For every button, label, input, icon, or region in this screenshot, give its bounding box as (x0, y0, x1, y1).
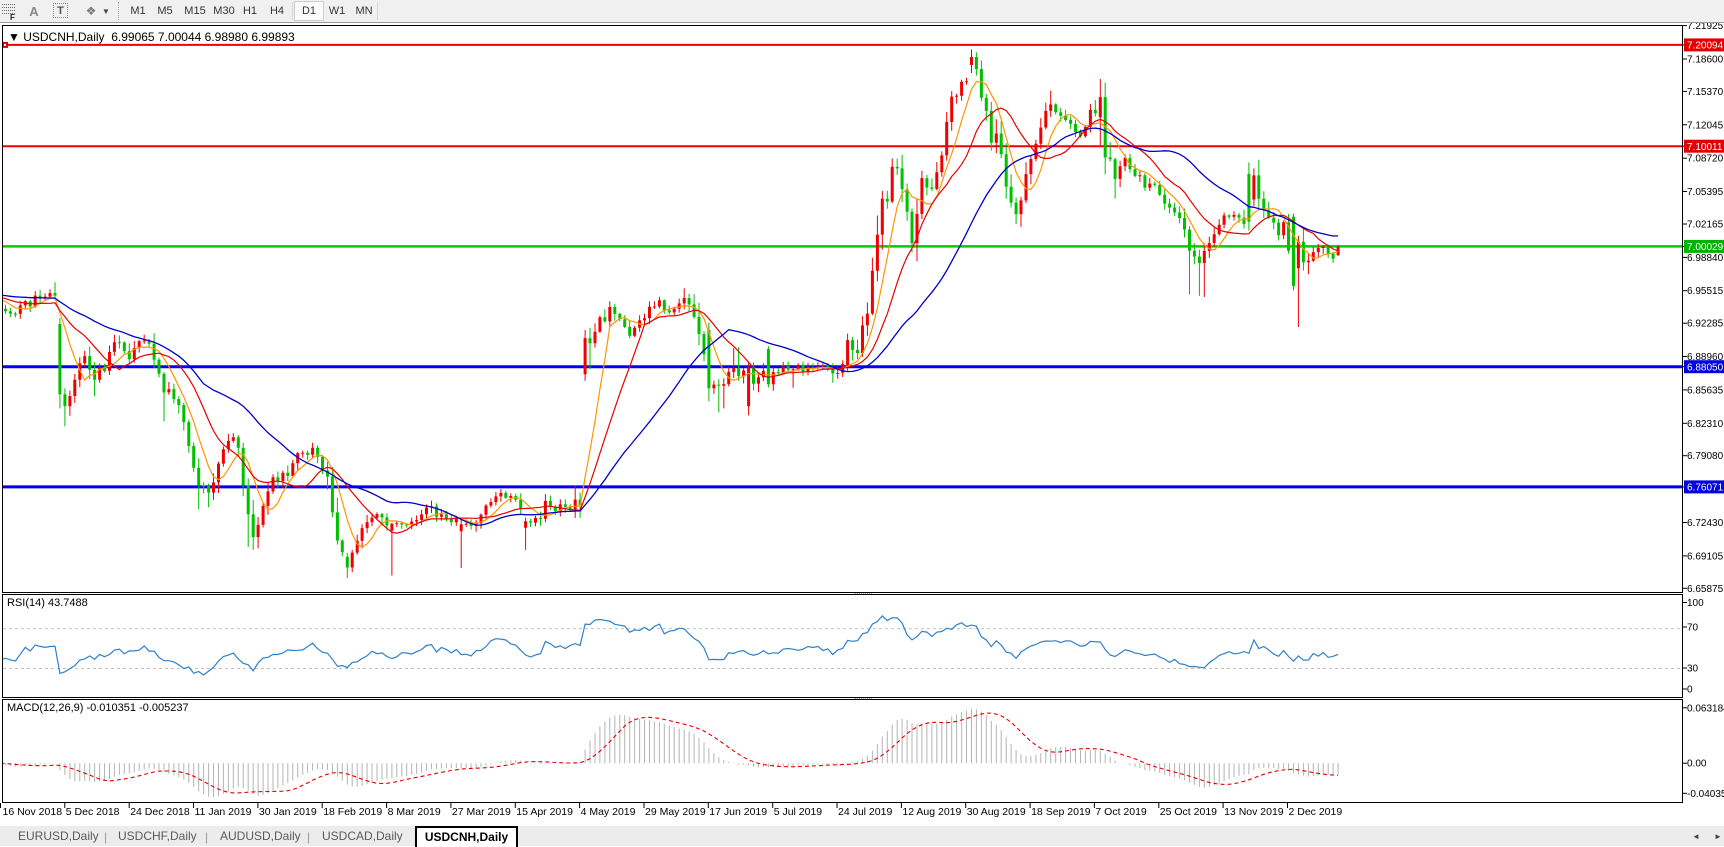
svg-text:4 May 2019: 4 May 2019 (581, 806, 636, 818)
svg-text:0.063184: 0.063184 (1687, 703, 1724, 714)
svg-text:13 Nov 2019: 13 Nov 2019 (1224, 806, 1284, 818)
svg-text:7.20094: 7.20094 (1687, 41, 1724, 52)
svg-text:6.88050: 6.88050 (1687, 363, 1724, 374)
svg-text:7.05395: 7.05395 (1687, 187, 1724, 198)
svg-text:6.92285: 6.92285 (1687, 319, 1724, 330)
svg-text:30 Jan 2019: 30 Jan 2019 (259, 806, 317, 818)
svg-text:11 Jan 2019: 11 Jan 2019 (195, 806, 252, 818)
svg-text:17 Jun 2019: 17 Jun 2019 (709, 806, 767, 818)
svg-text:7.10011: 7.10011 (1687, 142, 1723, 153)
svg-text:30 Aug 2019: 30 Aug 2019 (967, 806, 1026, 818)
svg-text:25 Oct 2019: 25 Oct 2019 (1160, 806, 1217, 818)
svg-text:6.69105: 6.69105 (1687, 551, 1724, 562)
svg-text:6.72430: 6.72430 (1687, 518, 1724, 529)
svg-text:6.76071: 6.76071 (1687, 483, 1724, 494)
svg-text:12 Aug 2019: 12 Aug 2019 (902, 806, 961, 818)
svg-text:6.65875: 6.65875 (1687, 584, 1724, 595)
svg-text:6.82310: 6.82310 (1687, 419, 1724, 430)
svg-text:7.21925: 7.21925 (1687, 21, 1724, 32)
svg-text:0.00: 0.00 (1687, 759, 1707, 770)
svg-text:7.08720: 7.08720 (1687, 154, 1724, 165)
svg-text:2 Dec 2019: 2 Dec 2019 (1289, 806, 1343, 818)
svg-text:6.85635: 6.85635 (1687, 385, 1724, 396)
svg-text:24 Dec 2018: 24 Dec 2018 (130, 806, 190, 818)
svg-text:7.15370: 7.15370 (1687, 87, 1724, 98)
svg-text:100: 100 (1687, 598, 1704, 609)
svg-text:6.98840: 6.98840 (1687, 253, 1724, 264)
svg-text:7.00029: 7.00029 (1687, 242, 1724, 253)
svg-text:-0.040355: -0.040355 (1687, 789, 1724, 800)
svg-text:7.12045: 7.12045 (1687, 120, 1724, 131)
svg-text:7.02165: 7.02165 (1687, 220, 1724, 231)
svg-text:6.95515: 6.95515 (1687, 286, 1724, 297)
svg-text:70: 70 (1687, 623, 1699, 634)
svg-text:18 Feb 2019: 18 Feb 2019 (323, 806, 382, 818)
svg-text:5 Dec 2018: 5 Dec 2018 (66, 806, 120, 818)
svg-text:7.18600: 7.18600 (1687, 55, 1724, 66)
svg-text:6.88960: 6.88960 (1687, 352, 1724, 363)
svg-text:6.79080: 6.79080 (1687, 451, 1724, 462)
svg-text:7 Oct 2019: 7 Oct 2019 (1095, 806, 1147, 818)
svg-text:29 May 2019: 29 May 2019 (645, 806, 706, 818)
svg-text:18 Sep 2019: 18 Sep 2019 (1031, 806, 1091, 818)
svg-text:8 Mar 2019: 8 Mar 2019 (388, 806, 441, 818)
svg-text:27 Mar 2019: 27 Mar 2019 (452, 806, 511, 818)
svg-text:F: F (10, 13, 15, 20)
svg-text:24 Jul 2019: 24 Jul 2019 (838, 806, 892, 818)
svg-text:16 Nov 2018: 16 Nov 2018 (3, 806, 63, 818)
svg-text:5 Jul 2019: 5 Jul 2019 (774, 806, 823, 818)
svg-text:0: 0 (1687, 685, 1693, 696)
svg-text:30: 30 (1687, 664, 1699, 675)
svg-text:15 Apr 2019: 15 Apr 2019 (516, 806, 573, 818)
